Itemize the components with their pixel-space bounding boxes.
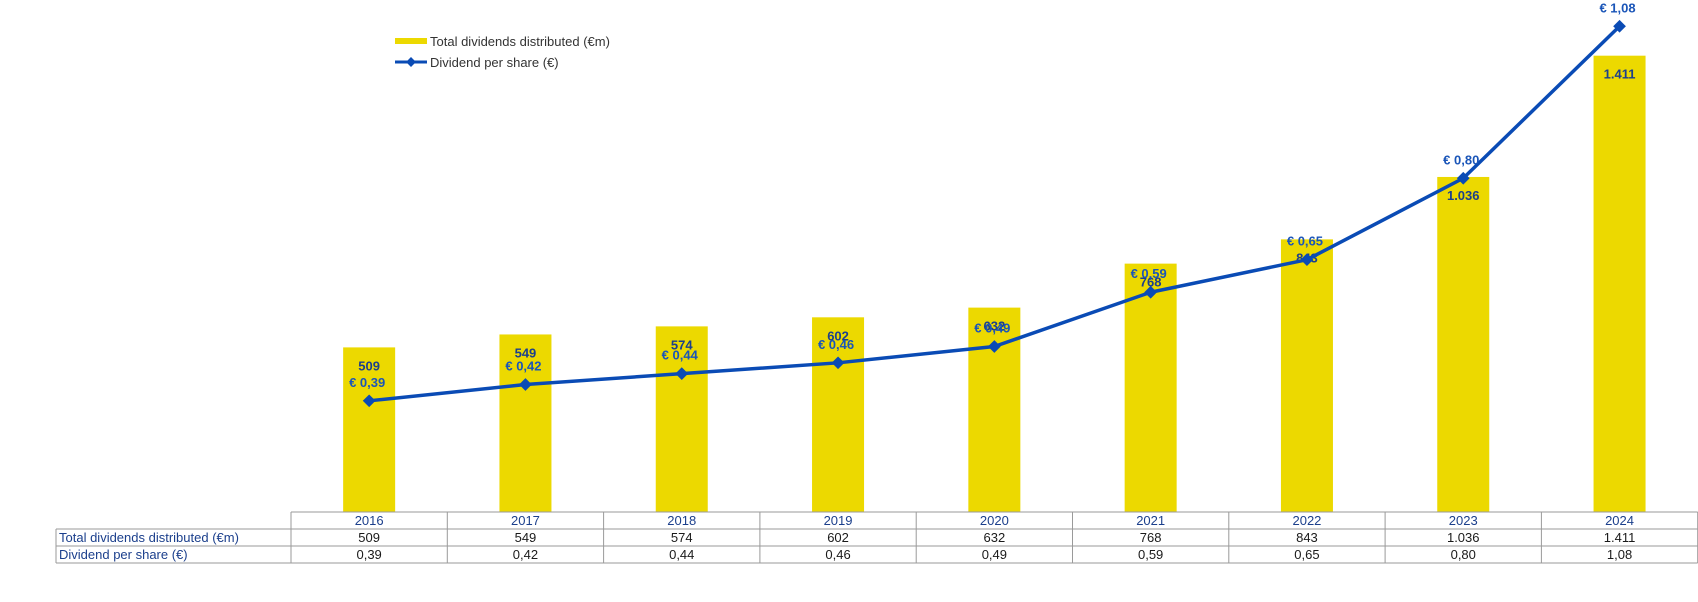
table-cell: 0,44: [669, 547, 694, 562]
table-header-year: 2019: [824, 513, 853, 528]
bar-series: [343, 55, 1646, 513]
bar-value-label: 574: [671, 337, 693, 352]
dps-value-label: € 0,80: [1443, 152, 1479, 167]
table-cell: 0,80: [1451, 547, 1476, 562]
dps-value-label: € 0,49: [974, 321, 1010, 336]
line-point-2016: [362, 394, 376, 408]
table-cell: 632: [983, 530, 1005, 545]
bar-value-label: 1.036: [1447, 188, 1480, 203]
dps-value-label: € 0,39: [349, 375, 385, 390]
table-row-label: Total dividends distributed (€m): [59, 530, 239, 545]
bar-2021: [1124, 263, 1177, 512]
bar-value-label: 1.411: [1604, 67, 1636, 82]
legend-swatch-marker: [406, 57, 416, 67]
table-header-year: 2017: [511, 513, 540, 528]
bar-value-label: 768: [1140, 275, 1162, 290]
legend-label-bar: Total dividends distributed (€m): [430, 34, 610, 49]
line-labels: € 0,39 € 0,42 € 0,44 € 0,46 € 0,49 € 0,59 € 0,…: [349, 0, 1636, 390]
table-cell: 1,08: [1607, 547, 1632, 562]
table-header-year: 2024: [1605, 513, 1634, 528]
table-cell: 0,59: [1138, 547, 1163, 562]
bar-value-label: 509: [358, 358, 380, 373]
table-cell: 602: [827, 530, 849, 545]
table-cell: 509: [358, 530, 380, 545]
bar-2022: [1280, 239, 1333, 513]
data-table: 2016 2017 2018 2019 2020 2021 2022 2023 2024 Tota…: [55, 511, 1698, 564]
table-header-year: 2018: [667, 513, 696, 528]
legend: Total dividends distributed (€m) Dividen…: [395, 34, 610, 70]
table-cell: 768: [1140, 530, 1162, 545]
legend-label-line: Dividend per share (€): [430, 55, 559, 70]
table-cell: 0,49: [982, 547, 1007, 562]
legend-swatch-bar: [395, 38, 427, 44]
dps-value-label: € 0,44: [662, 348, 699, 363]
table-cell: 0,42: [513, 547, 538, 562]
table-cell: 1.036: [1447, 530, 1480, 545]
dps-value-label: € 0,59: [1131, 266, 1167, 281]
table-row-label: Dividend per share (€): [59, 547, 188, 562]
bar-2020: [968, 307, 1021, 512]
table-cell: 574: [671, 530, 693, 545]
table-cell: 843: [1296, 530, 1318, 545]
line-series: [362, 19, 1626, 408]
table-cell: 1.411: [1604, 530, 1636, 545]
table-header-year: 2022: [1292, 513, 1321, 528]
bar-2023: [1437, 176, 1490, 513]
bar-value-label: 602: [827, 328, 849, 343]
bar-value-label: 632: [983, 319, 1005, 334]
table-cell: 0,39: [356, 547, 381, 562]
bar-value-label: 549: [515, 345, 537, 360]
table-cell: 0,46: [825, 547, 850, 562]
dps-value-label: € 1,08: [1599, 0, 1635, 15]
dps-value-label: € 0,65: [1287, 234, 1323, 249]
bar-2018: [655, 326, 708, 512]
table-header-year: 2016: [355, 513, 384, 528]
table-cell: 549: [515, 530, 537, 545]
dps-value-label: € 0,42: [505, 359, 541, 374]
bar-2017: [499, 334, 552, 512]
dps-value-label: € 0,46: [818, 337, 854, 352]
table-header-year: 2020: [980, 513, 1009, 528]
table-cell: 0,65: [1294, 547, 1319, 562]
bar-2016: [343, 347, 396, 512]
bar-2024: [1593, 55, 1646, 513]
table-header-year: 2021: [1136, 513, 1165, 528]
table-header-year: 2023: [1449, 513, 1478, 528]
bar-2019: [812, 317, 865, 512]
